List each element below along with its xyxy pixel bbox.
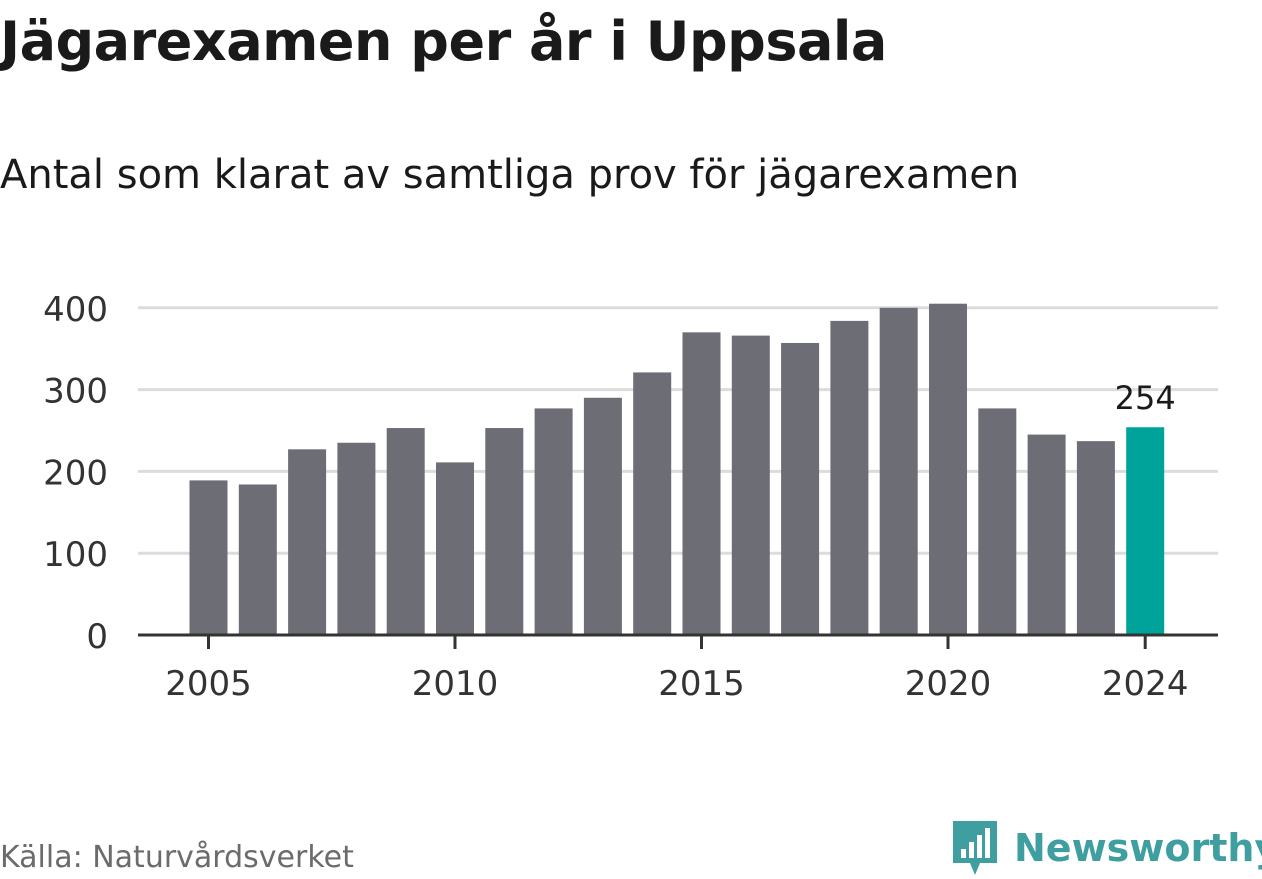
brand-name: Newsworthy [1014, 826, 1262, 870]
bar-2008 [337, 442, 376, 635]
y-tick-label: 0 [86, 617, 108, 657]
bar-2017 [781, 342, 820, 635]
bar-2012 [534, 408, 573, 635]
source-note: Källa: Naturvårdsverket [0, 840, 354, 875]
bar-2005 [189, 480, 228, 635]
y-tick-label: 300 [43, 372, 108, 412]
bar-chart: 0 100 200 300 400 254 2005 2010 2015 2020 2024 [43, 290, 1218, 704]
x-tick-label: 2020 [905, 664, 992, 704]
bar-2010 [436, 462, 474, 635]
chart-subtitle: Antal som klarat av samtliga prov för jä… [0, 152, 1020, 198]
bar-2007 [288, 449, 327, 635]
brand-logo: Newsworthy [950, 818, 1262, 878]
x-tick-label: 2005 [165, 664, 252, 704]
x-tick-label: 2015 [658, 664, 745, 704]
bar-2013 [583, 397, 622, 635]
y-tick-label: 400 [43, 290, 108, 330]
bar-2021 [978, 408, 1017, 635]
bar-2015 [682, 332, 721, 635]
bar-2011 [485, 428, 524, 635]
x-tick-label: 2010 [412, 664, 499, 704]
bar-chart-logo-icon [953, 821, 997, 875]
x-tick-label: 2024 [1102, 664, 1189, 704]
bar-2024 [1126, 427, 1165, 635]
data-label: 254 [1115, 379, 1176, 417]
bar-2009 [386, 428, 425, 635]
bar-2019 [879, 307, 918, 635]
bar-2014 [633, 372, 672, 635]
bar-2016 [731, 335, 770, 635]
bar-2023 [1076, 441, 1115, 635]
chart-title: Jägarexamen per år i Uppsala [0, 10, 887, 73]
bar-2020 [929, 303, 967, 635]
bar-2006 [238, 484, 277, 635]
y-tick-label: 200 [43, 453, 108, 493]
bar-2018 [830, 320, 869, 635]
y-tick-label: 100 [43, 535, 108, 575]
bar-2022 [1027, 434, 1066, 635]
